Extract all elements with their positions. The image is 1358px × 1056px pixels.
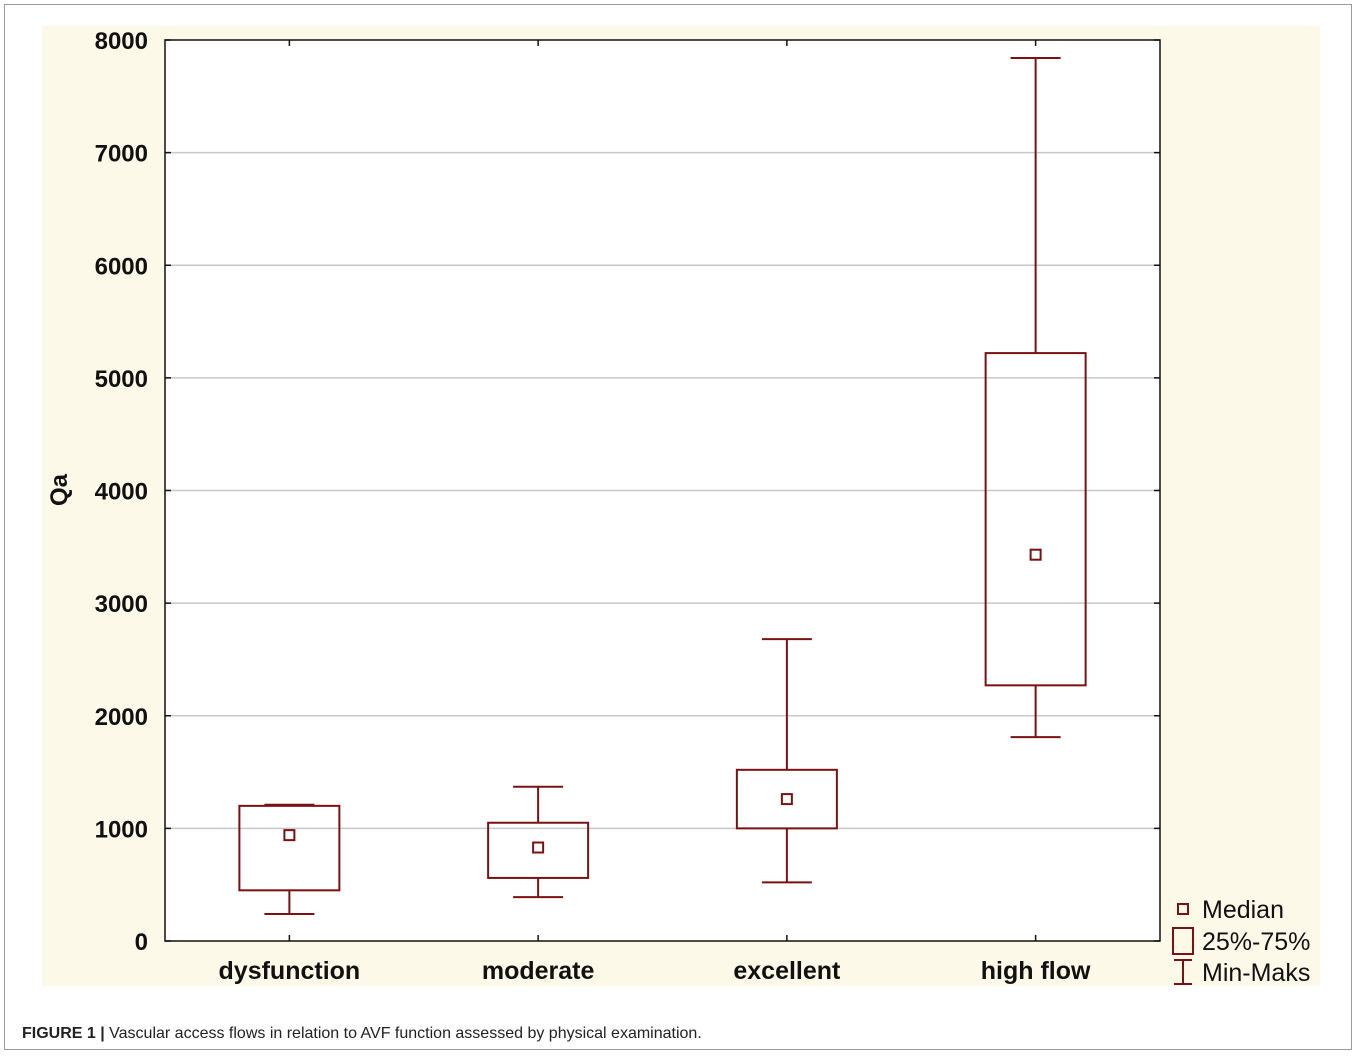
legend-label: Median	[1202, 896, 1284, 924]
figure-caption: FIGURE 1 | Vascular access flows in rela…	[22, 1025, 702, 1043]
legend-box-symbol	[1172, 927, 1194, 955]
y-tick-label: 5000	[95, 366, 148, 393]
y-axis-ticks: 0 1000 2000 3000 4000 5000 6000 7000 8000	[95, 28, 1160, 956]
y-axis-title: Qa	[46, 473, 73, 506]
box-excellent	[735, 638, 838, 884]
median-marker	[532, 841, 545, 854]
median-marker	[1029, 548, 1042, 561]
legend-item-box: 25%-75%	[1172, 927, 1310, 956]
y-tick-label: 0	[135, 929, 148, 956]
median-marker	[283, 829, 296, 842]
y-tick-label: 2000	[95, 704, 148, 731]
iqr-box	[984, 352, 1087, 687]
figure-frame	[4, 4, 1352, 1050]
x-category-label: moderate	[482, 957, 595, 985]
y-tick-label: 7000	[95, 141, 148, 168]
legend-item-whisker: Min-Maks	[1174, 959, 1310, 987]
caption-label: FIGURE 1 |	[22, 1025, 105, 1042]
y-tick-label: 3000	[95, 591, 148, 618]
iqr-box	[735, 768, 838, 830]
box-dysfunction	[238, 803, 341, 915]
x-category-label: excellent	[733, 957, 841, 985]
legend-label: 25%-75%	[1202, 928, 1310, 956]
boxes	[238, 57, 1087, 915]
iqr-box	[487, 821, 590, 879]
x-axis-labels: dysfunction moderate excellent high flow	[219, 40, 1091, 985]
y-tick-label: 8000	[95, 28, 148, 55]
legend-label: Min-Maks	[1202, 959, 1310, 987]
iqr-box	[238, 804, 341, 892]
box-high-flow	[984, 57, 1087, 739]
caption-text: Vascular access flows in relation to AVF…	[109, 1025, 702, 1042]
x-category-label: high flow	[981, 957, 1091, 985]
y-tick-label: 6000	[95, 253, 148, 280]
y-tick-label: 1000	[95, 816, 148, 843]
legend-median-symbol	[1177, 903, 1189, 915]
legend: Median 25%-75% Min-Maks	[1172, 896, 1310, 987]
median-marker	[780, 793, 793, 806]
x-category-label: dysfunction	[219, 957, 361, 985]
legend-item-median-square: Median	[1177, 896, 1284, 924]
grid-lines	[165, 40, 1160, 941]
y-tick-label: 4000	[95, 479, 148, 506]
box-moderate	[487, 785, 590, 899]
